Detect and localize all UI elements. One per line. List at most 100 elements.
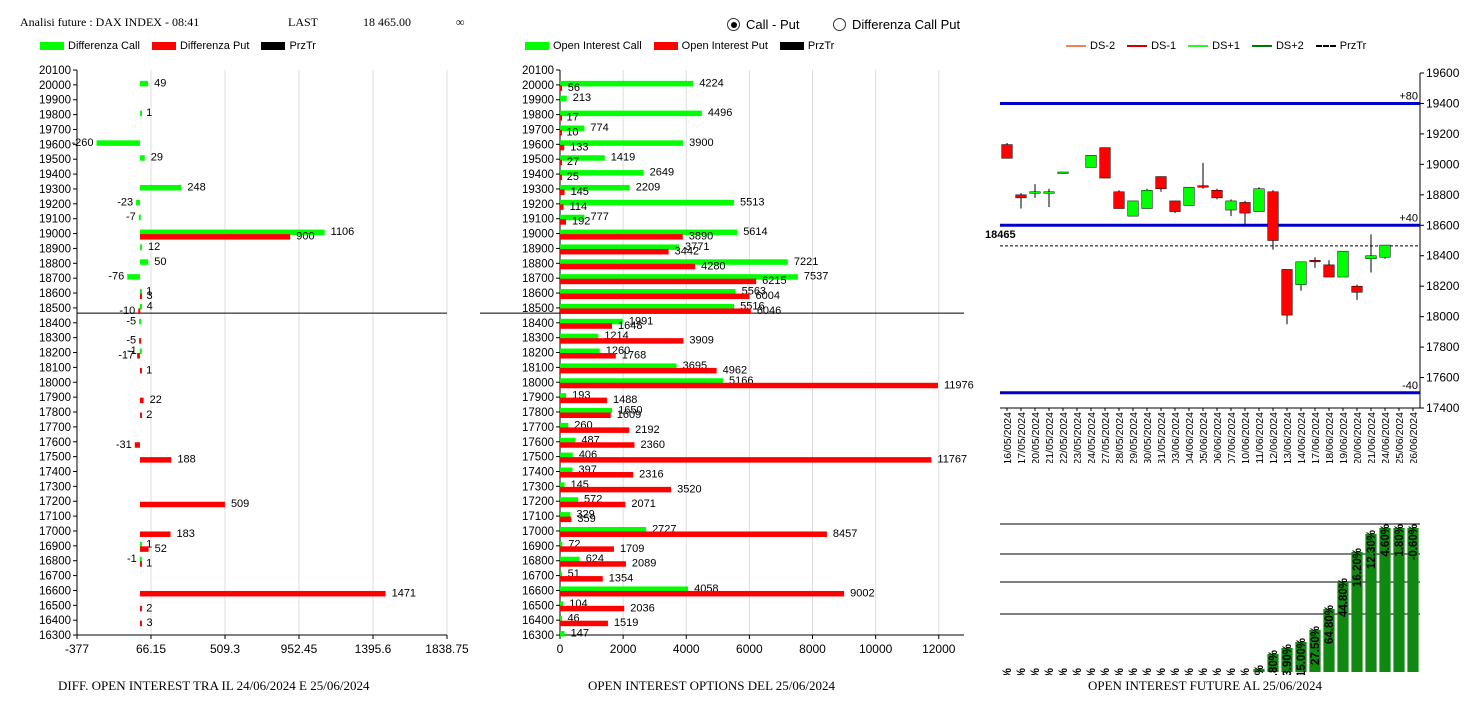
call-bar [560,125,585,131]
data-label: 17 [567,112,579,124]
date-label: 30/05/2024 [1142,412,1154,463]
percent-bar [1281,648,1293,672]
call-bar [139,541,142,548]
y-tick-label: 17500 [39,452,71,464]
y-tick-label: 19600 [1426,66,1460,80]
data-label: 2 [146,409,152,421]
call-bar [560,259,788,265]
call-bar [560,140,684,146]
date-label: 26/06/2024 [1408,412,1420,463]
y-tick-label: 17000 [39,526,71,538]
radio-diff-call-put[interactable]: Differenza Call Put [833,17,960,32]
data-label: 900 [296,231,314,243]
data-label: 3900 [689,137,713,149]
put-bar [560,144,565,151]
y-tick-label: 20100 [39,65,71,77]
call-bar [560,437,576,444]
date-label: 05/06/2024 [1198,412,1210,463]
candle-body [1365,255,1377,260]
legend-oi: Open Interest Call Open Interest Put Prz… [525,40,834,52]
y-tick-label: 17100 [39,511,71,523]
legend-diff-put: Differenza Put [179,40,250,52]
put-bar [139,620,142,627]
data-label: -1 [127,345,137,357]
radio-call-put-dot[interactable] [727,18,740,31]
y-tick-label: 19800 [522,110,554,122]
legend-ds-2-line [1066,45,1086,47]
candle-body [1267,191,1279,241]
data-label: 49 [154,77,166,89]
put-bar [560,486,672,493]
y-tick-label: 17100 [522,511,554,523]
y-tick-label: 16600 [522,585,554,597]
percent-label: -1.90% [1072,668,1084,675]
data-label: 1354 [609,573,633,585]
y-tick-label: 17200 [522,496,554,508]
percent-label: 27.50% [1310,626,1322,665]
put-bar [560,546,614,552]
legend-ds-2: DS-2 [1090,40,1116,52]
candle-body [1113,191,1125,209]
x-tick-label: 2000 [610,642,637,656]
put-bar [560,159,562,166]
legend-prztr-swatch [261,42,286,50]
y-tick-label: 16800 [39,556,71,568]
data-label: 147 [571,628,589,640]
y-tick-label: 16600 [39,585,71,597]
y-tick-label: 18400 [522,318,554,330]
x-tick-label: 1838.75 [425,642,469,656]
y-tick-label: 17000 [522,526,554,538]
call-bar [560,467,573,473]
legend-fut-prztr: PrzTr [1339,40,1367,52]
data-label: -260 [72,137,94,149]
data-label: -1 [127,553,137,565]
put-bar [139,531,171,537]
data-label: 22 [150,394,162,406]
percent-label: 43.90% [1282,644,1294,675]
legend-diff-call: Differenza Call [68,40,140,52]
percent-label: 18.60% [1114,668,1126,675]
data-label: 248 [187,181,205,193]
data-label: 1709 [620,543,644,555]
date-label: 11/06/2024 [1254,412,1266,463]
put-bar [134,442,140,448]
put-bar [560,620,608,627]
call-bar [560,526,647,533]
y-tick-label: 16700 [39,571,71,583]
data-label: 3 [146,290,152,302]
y-tick-label: 17700 [522,422,554,434]
y-tick-label: 18700 [39,273,71,285]
candle-body [1225,200,1237,211]
date-label: 17/06/2024 [1310,412,1322,463]
data-label: 133 [570,141,588,153]
put-bar [560,308,751,314]
put-bar [560,248,669,255]
y-tick-label: 19600 [39,139,71,151]
x-tick-label: 8000 [799,642,826,656]
date-label: 06/06/2024 [1212,412,1224,463]
data-label: 27 [567,156,579,168]
call-bar [560,378,724,384]
date-label: 22/05/2024 [1058,412,1070,463]
percent-bar [1253,669,1265,672]
put-bar [560,129,562,136]
percent-label: 14.90% [1240,668,1252,675]
percent-label: 1.80% [1394,524,1406,557]
call-bar [139,244,142,250]
future-candlestick-chart: 19600 19400 19200 19000 18800 18600 18400 18200… [985,66,1460,463]
call-bar [560,229,738,236]
call-bar [139,556,142,563]
y-tick-label: 18000 [522,377,554,389]
y-tick-label: 19000 [39,229,71,241]
put-bar [139,293,142,300]
y-tick-label: 17900 [522,392,554,404]
percent-label: 12.30% [1366,530,1378,569]
y-tick-label: 17600 [39,437,71,449]
put-bar [139,397,144,404]
data-label: 1650 [618,405,642,417]
band-label: +80 [1399,90,1418,102]
data-label: 2649 [650,167,674,179]
radio-diff-call-put-dot[interactable] [833,18,846,31]
y-tick-label: 19100 [39,214,71,226]
radio-call-put[interactable]: Call - Put [727,17,799,32]
